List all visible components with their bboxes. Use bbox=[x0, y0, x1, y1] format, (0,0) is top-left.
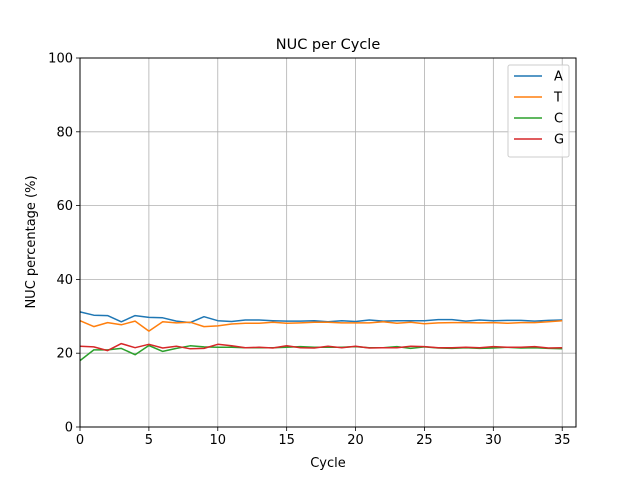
legend-label-t: T bbox=[553, 91, 562, 106]
y-tick-label: 40 bbox=[56, 273, 73, 288]
x-axis-label: Cycle bbox=[310, 456, 346, 471]
y-tick-label: 80 bbox=[56, 125, 73, 140]
x-tick-label: 20 bbox=[347, 433, 364, 448]
axes-frame bbox=[79, 57, 577, 428]
chart-title: NUC per Cycle bbox=[276, 37, 381, 53]
x-tick-label: 30 bbox=[485, 433, 502, 448]
series-lines bbox=[79, 311, 563, 362]
y-tick-label: 20 bbox=[56, 347, 73, 362]
x-tick-label: 15 bbox=[278, 433, 295, 448]
series-line-t bbox=[79, 319, 563, 332]
x-axis-ticks: 0 5 10 15 20 25 30 35 bbox=[76, 427, 571, 448]
x-tick-label: 10 bbox=[210, 433, 227, 448]
y-axis-ticks: 0 20 40 60 80 100 bbox=[48, 52, 80, 436]
series-line-g bbox=[79, 342, 563, 352]
x-tick-label: 35 bbox=[554, 433, 571, 448]
y-tick-label: 0 bbox=[65, 421, 73, 436]
y-axis-label: NUC percentage (%) bbox=[24, 175, 39, 308]
x-tick-label: 25 bbox=[416, 433, 433, 448]
y-tick-label: 60 bbox=[56, 199, 73, 214]
legend-label-c: C bbox=[554, 112, 563, 127]
legend-label-a: A bbox=[554, 70, 563, 85]
x-tick-label: 5 bbox=[145, 433, 153, 448]
series-line-a bbox=[79, 311, 563, 324]
legend-label-g: G bbox=[554, 133, 564, 148]
y-tick-label: 100 bbox=[48, 52, 73, 67]
legend-box bbox=[507, 64, 570, 158]
x-tick-label: 0 bbox=[76, 433, 84, 448]
